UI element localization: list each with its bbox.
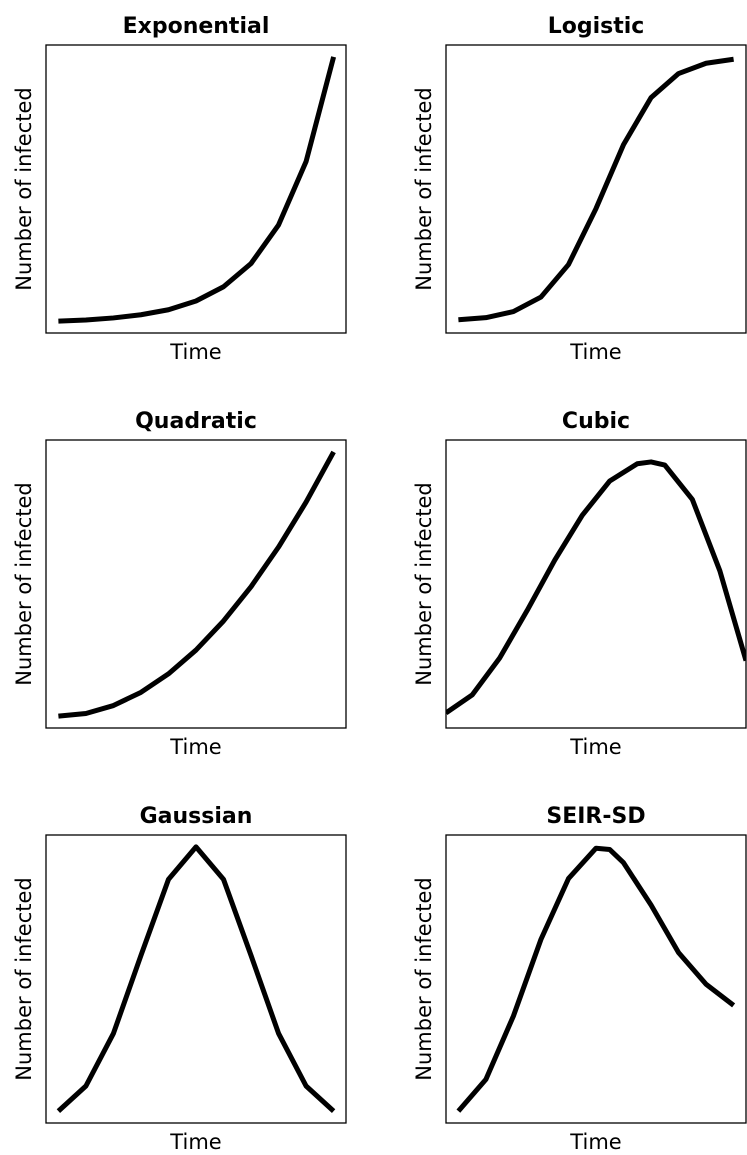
panel: Cubic Time Number of infected [412,409,747,759]
panel: Gaussian Time Number of infected [12,804,347,1154]
curve [446,459,746,716]
x-axis-label: Time [569,735,621,759]
x-axis-label: Time [169,1130,221,1154]
panel: SEIR-SD Time Number of infected [412,804,747,1154]
curve [56,844,336,1113]
x-axis-label: Time [169,735,221,759]
panel-title: Exponential [123,14,270,39]
panel-title: SEIR-SD [546,804,645,829]
panel: Logistic Time Number of infected [412,14,747,364]
curve [58,450,336,719]
y-axis-label: Number of infected [12,877,36,1080]
plot-frame [445,834,747,1124]
x-axis-label: Time [569,1130,621,1154]
panel-title: Cubic [562,409,630,434]
x-axis-label: Time [569,340,621,364]
x-axis-label: Time [169,340,221,364]
curve [456,845,736,1113]
panel-title: Quadratic [135,409,257,434]
curve [458,56,734,323]
curve [58,56,337,324]
plot-frame [45,439,347,729]
plot-frame [445,439,747,729]
y-axis-label: Number of infected [412,87,436,290]
y-axis-label: Number of infected [412,877,436,1080]
plot-frame [445,44,747,334]
panel-title: Logistic [548,14,645,39]
panel: Exponential Time Number of infected [12,14,347,364]
plot-frame [45,44,347,334]
panel-title: Gaussian [140,804,253,829]
y-axis-label: Number of infected [12,87,36,290]
plot-frame [45,834,347,1124]
y-axis-label: Number of infected [12,482,36,685]
panel: Quadratic Time Number of infected [12,409,347,759]
y-axis-label: Number of infected [412,482,436,685]
